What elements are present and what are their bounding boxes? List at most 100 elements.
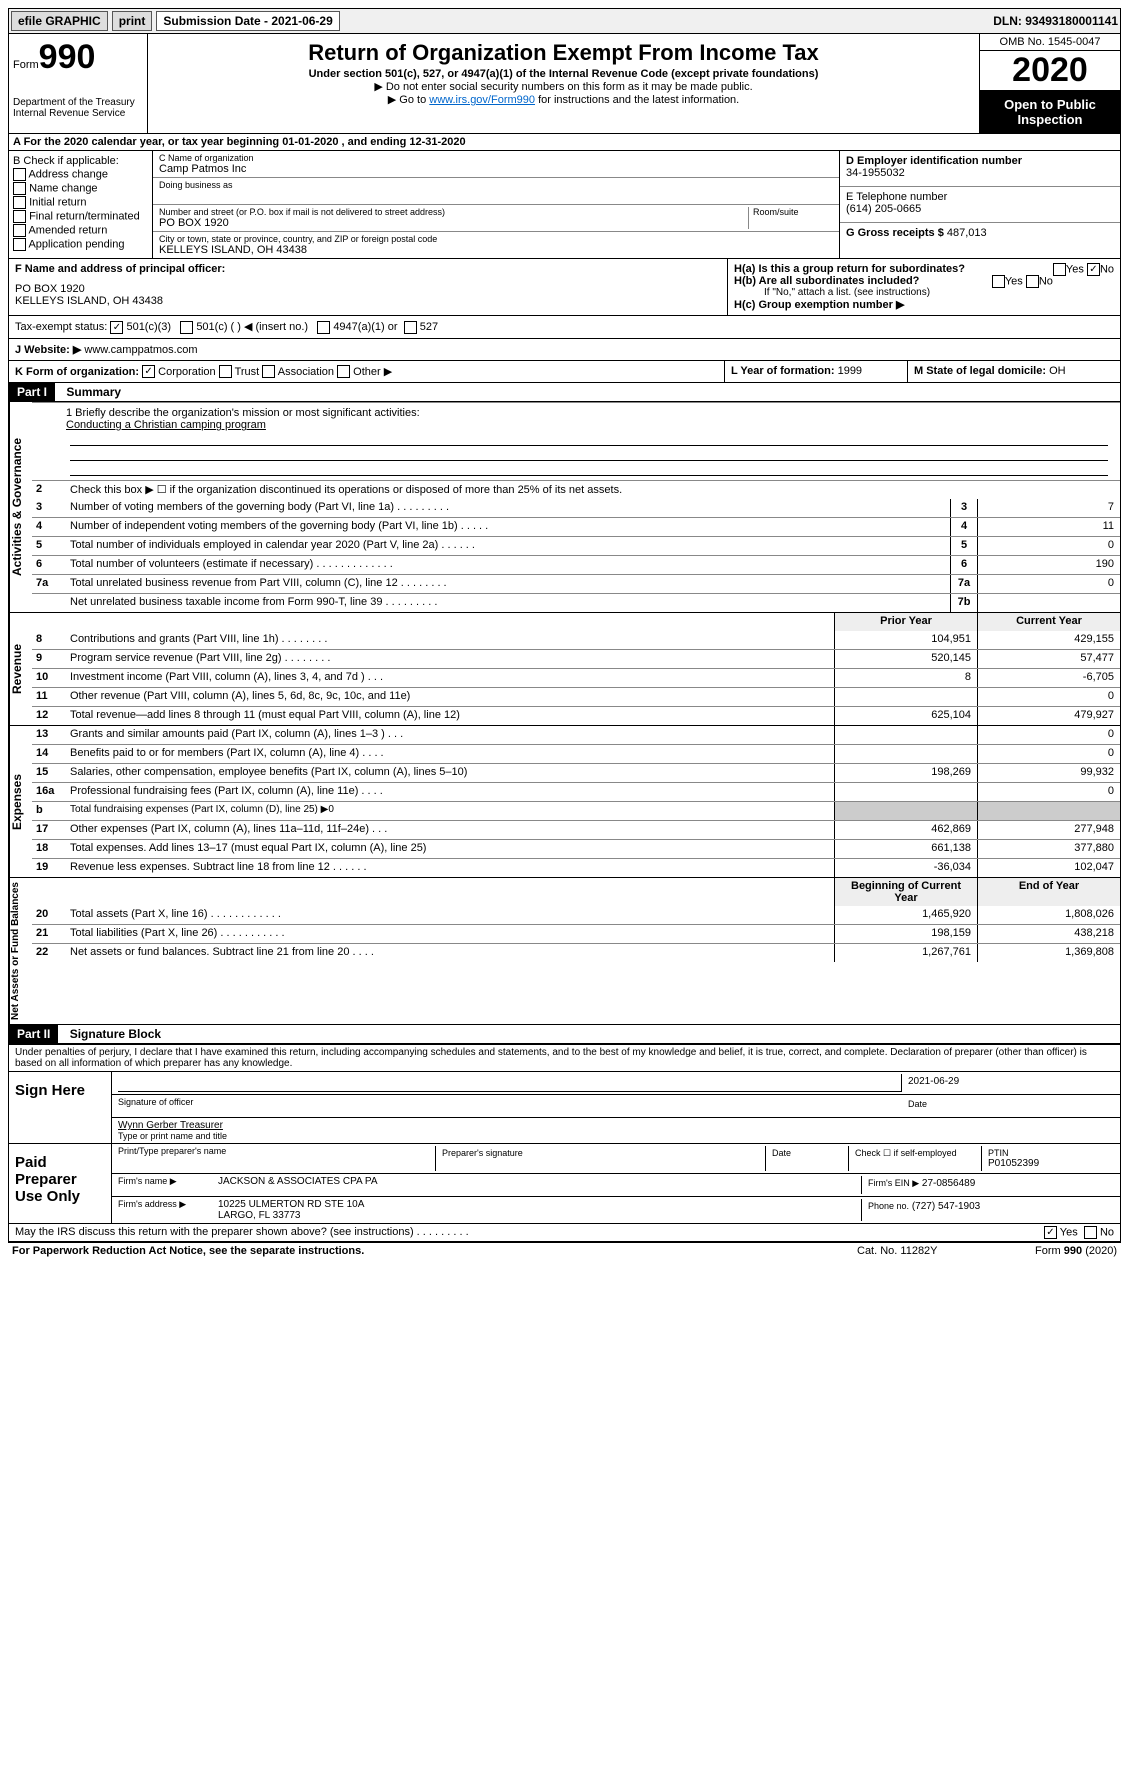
form-number: 990 bbox=[39, 38, 96, 76]
section-k: K Form of organization: ✓ Corporation Tr… bbox=[9, 361, 724, 383]
amended-return-checkbox[interactable]: Amended return bbox=[13, 224, 148, 237]
discuss-question: May the IRS discuss this return with the… bbox=[15, 1226, 1044, 1239]
initial-return-checkbox[interactable]: Initial return bbox=[13, 196, 148, 209]
line-15: 15 Salaries, other compensation, employe… bbox=[32, 763, 1120, 782]
header-center: Return of Organization Exempt From Incom… bbox=[148, 34, 979, 133]
gross-value: 487,013 bbox=[947, 227, 987, 239]
cat-no: Cat. No. 11282Y bbox=[857, 1245, 987, 1257]
header-sub1: Under section 501(c), 527, or 4947(a)(1)… bbox=[156, 68, 971, 80]
officer-addr1: PO BOX 1920 bbox=[15, 283, 721, 295]
firm-ein-label: Firm's EIN ▶ bbox=[868, 1178, 919, 1188]
firm-ein: 27-0856489 bbox=[922, 1178, 975, 1189]
form-number-box: Form990 Department of the Treasury Inter… bbox=[9, 34, 148, 133]
line-b: b Total fundraising expenses (Part IX, c… bbox=[32, 801, 1120, 820]
website-value: www.camppatmos.com bbox=[84, 344, 197, 356]
prep-sig-label: Preparer's signature bbox=[442, 1148, 759, 1158]
form-header: Form990 Department of the Treasury Inter… bbox=[8, 34, 1121, 134]
final-return-checkbox[interactable]: Final return/terminated bbox=[13, 210, 148, 223]
header-sub2: ▶ Do not enter social security numbers o… bbox=[156, 80, 971, 93]
officer-name: Wynn Gerber Treasurer bbox=[118, 1120, 1114, 1131]
phone-value: (727) 547-1903 bbox=[912, 1201, 980, 1212]
501c-other-checkbox[interactable] bbox=[180, 321, 193, 334]
prep-name-label: Print/Type preparer's name bbox=[118, 1146, 435, 1156]
section-c: C Name of organization Camp Patmos Inc D… bbox=[153, 151, 839, 258]
527-label: 527 bbox=[420, 321, 438, 333]
year-box: OMB No. 1545-0047 2020 Open to Public In… bbox=[979, 34, 1120, 133]
hb-no[interactable]: No bbox=[1039, 275, 1053, 287]
section-m: M State of legal domicile: OH bbox=[907, 361, 1120, 383]
revenue-header: Prior Year Current Year bbox=[32, 613, 1120, 631]
4947-checkbox[interactable] bbox=[317, 321, 330, 334]
sig-officer-label: Signature of officer bbox=[118, 1097, 902, 1115]
ha-yes[interactable]: Yes bbox=[1066, 263, 1084, 275]
k-label: K Form of organization: bbox=[15, 366, 139, 378]
line-4: 4 Number of independent voting members o… bbox=[32, 517, 1120, 536]
expenses-section: Expenses 13 Grants and similar amounts p… bbox=[8, 726, 1121, 878]
ein-label: D Employer identification number bbox=[846, 155, 1114, 167]
check-self-employed[interactable]: Check ☐ if self-employed bbox=[848, 1146, 981, 1171]
end-year-header: End of Year bbox=[977, 878, 1120, 906]
prior-year-header: Prior Year bbox=[834, 613, 977, 631]
efile-button[interactable]: efile GRAPHIC bbox=[11, 11, 108, 31]
netassets-side-label: Net Assets or Fund Balances bbox=[9, 878, 32, 1024]
line-21: 21 Total liabilities (Part X, line 26) .… bbox=[32, 924, 1120, 943]
sign-here-row: Sign Here 2021-06-29 Signature of office… bbox=[9, 1071, 1120, 1143]
line-9: 9 Program service revenue (Part VIII, li… bbox=[32, 649, 1120, 668]
firm-addr1: 10225 ULMERTON RD STE 10A bbox=[218, 1199, 861, 1210]
m-value: OH bbox=[1049, 365, 1066, 377]
netassets-header: Beginning of Current Year End of Year bbox=[32, 878, 1120, 906]
address-change-checkbox[interactable]: Address change bbox=[13, 168, 148, 181]
org-address: PO BOX 1920 bbox=[159, 217, 736, 229]
perjury-text: Under penalties of perjury, I declare th… bbox=[9, 1045, 1120, 1071]
footer-row: For Paperwork Reduction Act Notice, see … bbox=[8, 1242, 1121, 1259]
print-button[interactable]: print bbox=[112, 11, 153, 31]
assoc-checkbox[interactable] bbox=[262, 365, 275, 378]
instructions-link[interactable]: www.irs.gov/Form990 bbox=[429, 94, 535, 106]
501c-other-label: 501(c) ( ) ◀ (insert no.) bbox=[196, 321, 308, 333]
sig-date: 2021-06-29 bbox=[908, 1076, 1108, 1087]
part1-title: Summary bbox=[58, 385, 121, 399]
discuss-yes-checkbox[interactable]: ✓ bbox=[1044, 1226, 1057, 1239]
hb-note: If "No," attach a list. (see instruction… bbox=[734, 287, 1114, 298]
501c3-label: 501(c)(3) bbox=[126, 321, 171, 333]
name-change-checkbox[interactable]: Name change bbox=[13, 182, 148, 195]
addr-label: Number and street (or P.O. box if mail i… bbox=[159, 207, 736, 217]
application-pending-checkbox[interactable]: Application pending bbox=[13, 238, 148, 251]
begin-year-header: Beginning of Current Year bbox=[834, 878, 977, 906]
trust-label: Trust bbox=[235, 366, 260, 378]
line-13: 13 Grants and similar amounts paid (Part… bbox=[32, 726, 1120, 744]
firm-addr-label: Firm's address ▶ bbox=[118, 1199, 218, 1221]
line-2: 2 Check this box ▶ ☐ if the organization… bbox=[32, 480, 1120, 499]
governance-section: Activities & Governance 1 Briefly descri… bbox=[8, 402, 1121, 613]
city-label: City or town, state or province, country… bbox=[159, 234, 833, 244]
ha-no[interactable]: No bbox=[1100, 263, 1114, 275]
line-8: 8 Contributions and grants (Part VIII, l… bbox=[32, 631, 1120, 649]
l-value: 1999 bbox=[838, 365, 862, 377]
type-name-label: Type or print name and title bbox=[118, 1131, 1114, 1141]
dba-label: Doing business as bbox=[159, 180, 833, 190]
section-a-line: A For the 2020 calendar year, or tax yea… bbox=[8, 134, 1121, 151]
org-city: KELLEYS ISLAND, OH 43438 bbox=[159, 244, 833, 256]
trust-checkbox[interactable] bbox=[219, 365, 232, 378]
line-20: 20 Total assets (Part X, line 16) . . . … bbox=[32, 906, 1120, 924]
discuss-row: May the IRS discuss this return with the… bbox=[8, 1224, 1121, 1242]
line-19: 19 Revenue less expenses. Subtract line … bbox=[32, 858, 1120, 877]
tax-status-label: Tax-exempt status: bbox=[15, 321, 107, 333]
section-b: B Check if applicable: Address change Na… bbox=[9, 151, 153, 258]
room-label: Room/suite bbox=[753, 207, 833, 217]
discuss-no-checkbox[interactable] bbox=[1084, 1226, 1097, 1239]
501c3-checkbox[interactable]: ✓ bbox=[110, 321, 123, 334]
line-5: 5 Total number of individuals employed i… bbox=[32, 536, 1120, 555]
phone-label: Phone no. bbox=[868, 1201, 909, 1211]
line-: Net unrelated business taxable income fr… bbox=[32, 593, 1120, 612]
other-checkbox[interactable] bbox=[337, 365, 350, 378]
website-label: J Website: ▶ bbox=[15, 344, 81, 356]
form-year-footer: (2020) bbox=[1082, 1245, 1117, 1257]
mission-text: Conducting a Christian camping program bbox=[66, 419, 1112, 431]
corp-checkbox[interactable]: ✓ bbox=[142, 365, 155, 378]
hb-yes[interactable]: Yes bbox=[1005, 275, 1023, 287]
527-checkbox[interactable] bbox=[404, 321, 417, 334]
section-bcd: B Check if applicable: Address change Na… bbox=[8, 151, 1121, 259]
tax-year-range: A For the 2020 calendar year, or tax yea… bbox=[13, 136, 466, 148]
q1-label: 1 Briefly describe the organization's mi… bbox=[66, 407, 1112, 419]
